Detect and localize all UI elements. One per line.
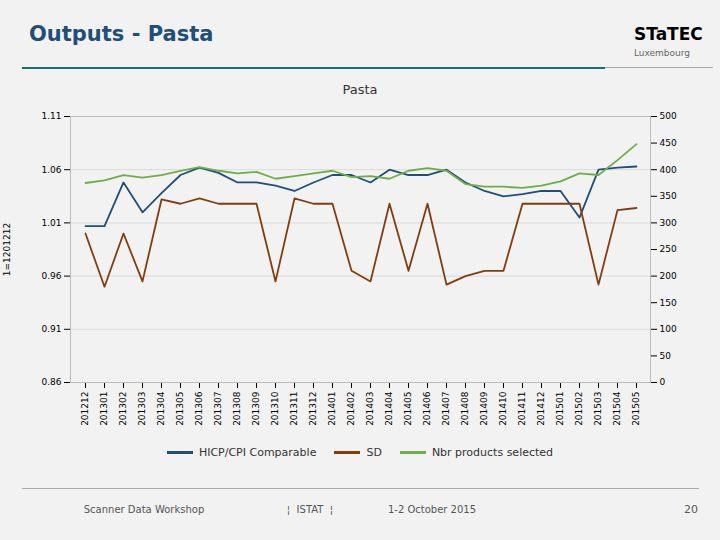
svg-text:500: 500 [660,111,677,121]
svg-text:201501: 201501 [555,392,565,426]
svg-text:201504: 201504 [612,391,622,426]
svg-text:201406: 201406 [422,391,432,426]
html-text:HICP/CPI Comparable: HICP/CPI Comparable [198,446,317,459]
svg-text:200: 200 [660,271,677,281]
svg-text:201308: 201308 [232,391,242,426]
svg-text:250: 250 [660,244,677,254]
svg-text:1.11: 1.11 [41,111,61,121]
svg-text:201310: 201310 [270,391,280,426]
svg-text:201405: 201405 [403,392,413,426]
svg-text:1.01: 1.01 [41,218,61,228]
svg-text:201404: 201404 [384,391,394,426]
html-text:1-2 October 2015: 1-2 October 2015 [387,504,477,515]
html-text:Outputs - Pasta: Outputs - Pasta [29,22,214,46]
svg-text:201305: 201305 [175,392,185,426]
svg-text:201409: 201409 [479,391,489,426]
svg-text:350: 350 [660,191,677,201]
svg-text:100: 100 [660,324,677,334]
svg-text:0.96: 0.96 [41,271,61,281]
svg-text:201302: 201302 [118,392,128,426]
svg-text:1.06: 1.06 [41,165,61,175]
svg-text:400: 400 [660,165,677,175]
svg-text:201212: 201212 [80,392,90,426]
svg-text:201410: 201410 [498,391,508,426]
svg-text:201407: 201407 [441,392,451,426]
svg-text:201408: 201408 [460,391,470,426]
svg-text:201309: 201309 [251,391,261,426]
html-text:Luxembourg: Luxembourg [634,48,690,58]
html-text:SD: SD [366,446,382,459]
svg-text:50: 50 [660,351,672,361]
html-text:Scanner Data Workshop: Scanner Data Workshop [83,504,205,515]
svg-text:150: 150 [660,298,677,308]
svg-text:201412: 201412 [536,392,546,426]
svg-text:201503: 201503 [593,392,603,426]
svg-text:450: 450 [660,138,677,148]
svg-text:201401: 201401 [327,392,337,426]
svg-text:1=1201212: 1=1201212 [2,223,12,276]
svg-text:201505: 201505 [631,392,641,426]
html-text:20: 20 [684,503,698,516]
svg-text:201311: 201311 [289,392,299,426]
html-text:¦ ISTAT ¦: ¦ ISTAT ¦ [286,504,334,515]
svg-text:0.86: 0.86 [41,377,61,387]
html-text:STaTEC: STaTEC [634,24,703,44]
svg-text:201411: 201411 [517,392,527,426]
svg-text:0: 0 [660,377,666,387]
svg-text:300: 300 [660,218,677,228]
svg-text:201502: 201502 [574,392,584,426]
svg-text:201306: 201306 [194,391,204,426]
svg-text:201403: 201403 [365,392,375,426]
svg-text:201307: 201307 [213,392,223,426]
html-text:Pasta: Pasta [342,82,378,97]
svg-text:201301: 201301 [99,392,109,426]
svg-text:201402: 201402 [346,392,356,426]
svg-text:201304: 201304 [156,391,166,426]
svg-text:0.91: 0.91 [41,324,61,334]
svg-text:201312: 201312 [308,392,318,426]
html-text:Nbr products selected: Nbr products selected [431,446,554,459]
svg-text:201303: 201303 [137,392,147,426]
